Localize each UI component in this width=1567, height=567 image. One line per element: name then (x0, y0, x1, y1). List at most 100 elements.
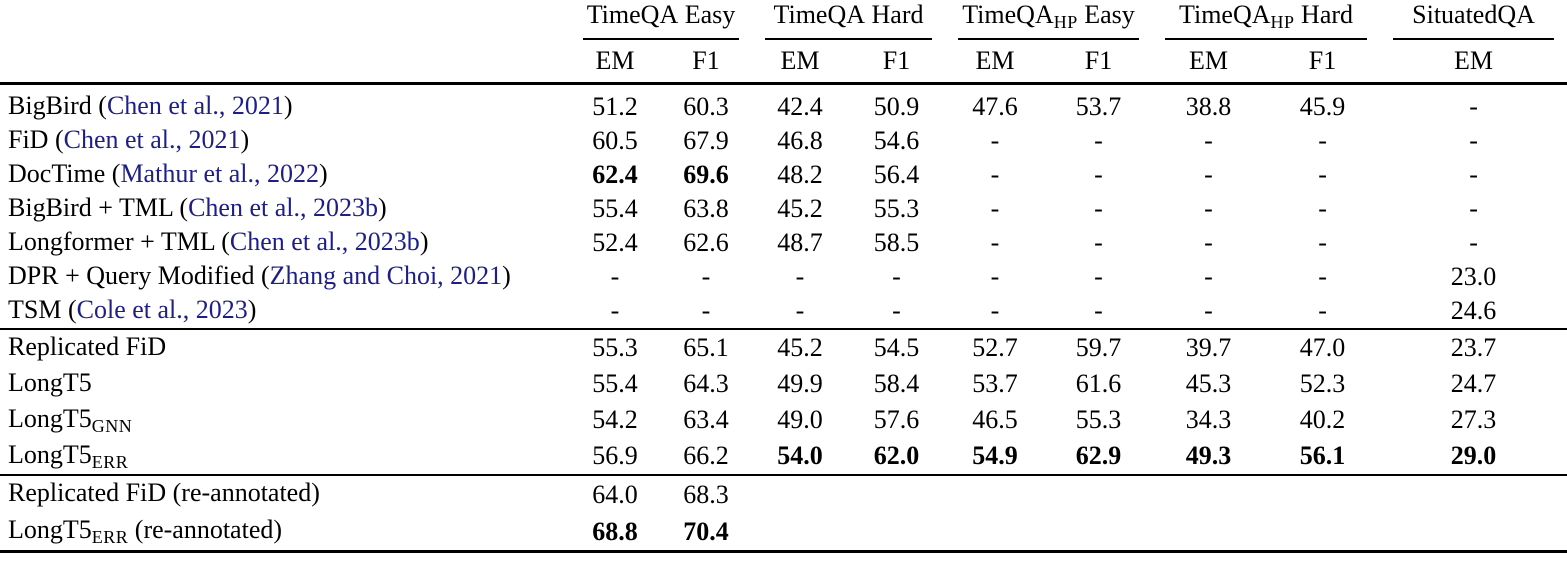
metric-cell: 54.0 (777, 441, 823, 470)
metric-cell: - (1204, 262, 1213, 291)
row-label: DPR + Query Modified (Zhang and Choi, 20… (0, 260, 570, 294)
metric-cell: - (1318, 194, 1327, 223)
metric-cell: 60.5 (592, 126, 638, 155)
col-group-timeqa-hp-hard: TimeQAHP Hard (1152, 0, 1380, 40)
group-label-tail: Easy (678, 0, 736, 29)
metric-cell: 45.3 (1185, 369, 1232, 398)
metric-cell: - (795, 262, 805, 291)
metric-cell: 47.0 (1299, 333, 1346, 362)
metric-cell: 62.6 (683, 228, 729, 257)
metric-cell (1152, 475, 1265, 513)
citation-link[interactable]: Chen et al., 2023b (229, 226, 420, 256)
results-table: TimeQA Easy TimeQA Hard TimeQAHP Easy Ti… (0, 0, 1567, 552)
section-re-annotated: Replicated FiD (re-annotated) 64.0 68.3 Lon… (0, 475, 1567, 552)
metric-cell: - (1318, 228, 1327, 257)
metric-cell: - (892, 262, 901, 291)
metric-cell: 54.6 (873, 126, 920, 155)
row-label: BigBird + TML (Chen et al., 2023b) (0, 192, 570, 226)
metric-cell: 24.7 (1450, 369, 1497, 398)
metric-cell: 55.4 (592, 194, 638, 223)
row-label: LongT5ERR (re-annotated) (0, 513, 570, 552)
metric-cell (945, 475, 1045, 513)
model-name: LongT5 (8, 515, 92, 544)
col-header-em: EM (975, 46, 1015, 75)
metric-cell: 66.2 (683, 441, 729, 470)
table-row: LongT5ERR 56.9 66.2 54.0 62.0 54.9 62.9 49.3 56.… (0, 438, 1567, 475)
metric-cell: - (990, 126, 1000, 155)
metric-cell: 38.8 (1185, 92, 1232, 121)
citation-link[interactable]: Chen et al., 2023b (188, 192, 378, 222)
citation-link[interactable]: Chen et al., 2021 (106, 90, 284, 120)
metric-cell: 54.5 (873, 333, 920, 362)
metric-cell: 63.8 (683, 194, 729, 223)
metric-cell: 23.0 (1450, 262, 1497, 291)
metric-cell: 54.9 (972, 441, 1018, 470)
metric-cell: 46.8 (777, 126, 823, 155)
metric-cell: 61.6 (1075, 369, 1122, 398)
col-header-em: EM (1454, 46, 1494, 75)
citation-link[interactable]: Cole et al., 2023 (76, 294, 248, 324)
metric-cell: - (1318, 126, 1327, 155)
group-label-tail: Hard (1294, 0, 1354, 29)
metric-cell: - (990, 160, 1000, 189)
metric-cell: 34.3 (1185, 405, 1232, 434)
table-row: Longformer + TML (Chen et al., 2023b) 52.… (0, 226, 1567, 260)
citation-link[interactable]: Zhang and Choi, 2021 (269, 260, 503, 290)
citation-link[interactable]: Chen et al., 2021 (63, 124, 241, 154)
model-name: Replicated FiD (8, 331, 167, 361)
row-label: DocTime (Mathur et al., 2022) (0, 158, 570, 192)
table-row: DPR + Query Modified (Zhang and Choi, 20… (0, 260, 1567, 294)
row-label: FiD (Chen et al., 2021) (0, 124, 570, 158)
metric-cell: - (990, 194, 1000, 223)
col-header-f1: F1 (1084, 46, 1113, 75)
group-label-subscript: HP (1270, 12, 1295, 32)
metric-cell: 52.7 (972, 333, 1018, 362)
metric-cell: - (1318, 160, 1327, 189)
metric-cell: 56.9 (592, 441, 638, 470)
metric-cell: 55.3 (873, 194, 920, 223)
metric-cell: 49.9 (777, 369, 823, 398)
metric-cell: 40.2 (1299, 405, 1346, 434)
col-header-f1: F1 (692, 46, 720, 75)
label-tail: ) (377, 192, 387, 222)
metric-cell: - (1204, 228, 1213, 257)
metric-cell: - (990, 228, 1000, 257)
metric-cell: 69.6 (683, 160, 729, 189)
col-header-em: EM (595, 46, 635, 75)
table-row: LongT5GNN 54.2 63.4 49.0 57.6 46.5 55.3 34.3 40.… (0, 402, 1567, 438)
metric-cell: 68.3 (683, 479, 729, 509)
metric-cell: - (1204, 160, 1213, 189)
model-name: LongT5 (8, 439, 92, 469)
metric-cell: - (1469, 194, 1478, 223)
metric-cell (1265, 513, 1380, 552)
metric-cell: 23.7 (1450, 333, 1497, 362)
model-name-subscript: GNN (91, 415, 133, 436)
model-name-subscript: ERR (91, 451, 129, 472)
metric-cell: 48.7 (777, 228, 823, 257)
metric-cell (848, 513, 945, 552)
label-tail: ) (419, 226, 429, 256)
model-name: FiD ( (8, 124, 64, 154)
label-tail: ) (240, 124, 250, 154)
citation-link[interactable]: Mathur et al., 2022 (120, 158, 320, 188)
row-label: Longformer + TML (Chen et al., 2023b) (0, 226, 570, 260)
col-header-f1: F1 (1308, 46, 1337, 75)
metric-cell: - (990, 296, 1000, 325)
metric-cell (752, 513, 848, 552)
metric-cell (1045, 513, 1152, 552)
metric-cell: 24.6 (1450, 296, 1497, 325)
col-group-underline: TimeQAHP Easy (958, 0, 1140, 40)
metric-cell: - (1204, 126, 1213, 155)
row-label: Replicated FiD (0, 329, 570, 366)
section-our-models: Replicated FiD 55.3 65.1 45.2 54.5 52.7 59.7 39… (0, 329, 1567, 475)
metric-cell: 45.9 (1299, 92, 1346, 121)
metric-cell: - (1094, 126, 1103, 155)
model-name-subscript: ERR (91, 527, 129, 547)
metric-cell: - (1204, 194, 1213, 223)
row-label: LongT5 (0, 366, 570, 402)
metric-cell: - (1094, 160, 1103, 189)
metric-cell: - (610, 262, 620, 291)
group-label-subscript: HP (1053, 12, 1078, 32)
col-group-timeqa-easy: TimeQA Easy (570, 0, 752, 40)
